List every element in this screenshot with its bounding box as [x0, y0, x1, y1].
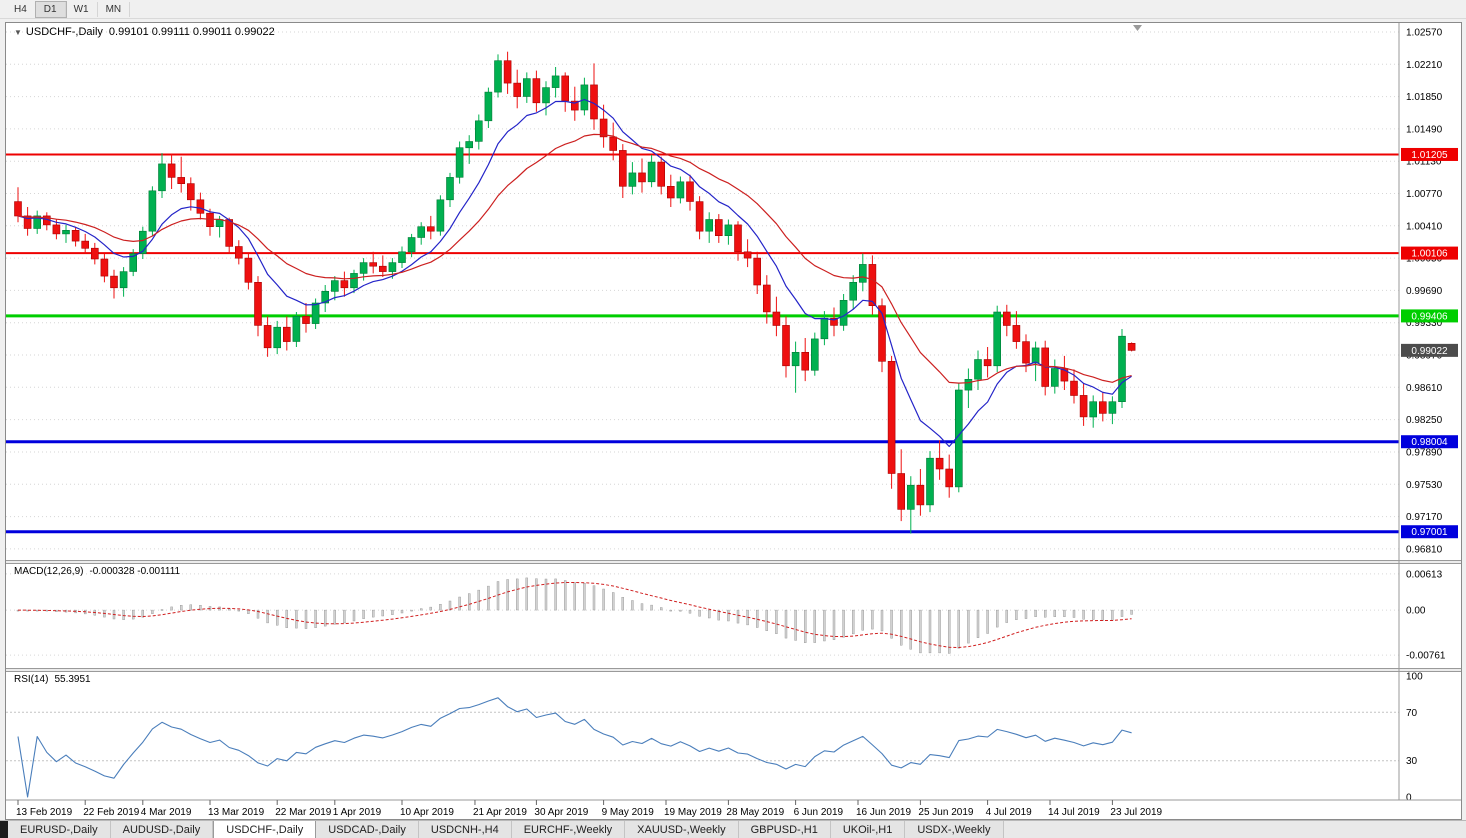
svg-text:19 May 2019: 19 May 2019 — [664, 807, 722, 818]
svg-text:4 Jul 2019: 4 Jul 2019 — [986, 807, 1033, 818]
moving-averages — [17, 98, 1132, 448]
svg-text:16 Jun 2019: 16 Jun 2019 — [856, 807, 911, 818]
timeframe-button-w1[interactable]: W1 — [66, 1, 98, 17]
svg-text:0.98610: 0.98610 — [1406, 383, 1443, 394]
svg-text:0.96810: 0.96810 — [1406, 544, 1443, 555]
svg-text:30: 30 — [1406, 756, 1418, 767]
symbol-tab-bar: EURUSD-,Daily AUDUSD-,Daily USDCHF-,Daily U… — [0, 820, 1466, 838]
svg-text:22 Mar 2019: 22 Mar 2019 — [275, 807, 332, 818]
svg-text:0.97530: 0.97530 — [1406, 480, 1443, 491]
macd-pane: 0.00613 0.00 -0.00761 — [6, 569, 1446, 662]
symbol-tab-ukoil-h1[interactable]: UKOil-,H1 — [830, 821, 906, 838]
svg-text:0.00: 0.00 — [1406, 606, 1426, 617]
symbol-tab-usdcnh-h4[interactable]: USDCNH-,H4 — [418, 821, 512, 838]
symbol-tab-xauusd-weekly[interactable]: XAUUSD-,Weekly — [625, 821, 739, 838]
svg-text:1 Apr 2019: 1 Apr 2019 — [333, 807, 382, 818]
svg-text:0.99690: 0.99690 — [1406, 286, 1443, 297]
price-badges: 1.01205 1.00106 0.99406 0.98004 0.97001 0.990… — [1401, 147, 1458, 539]
symbol-tab-eurusd-daily[interactable]: EURUSD-,Daily — [8, 821, 111, 838]
symbol-tab-usdchf-daily[interactable]: USDCHF-,Daily — [213, 821, 317, 838]
tabbar-corner — [0, 821, 8, 838]
svg-text:10 Apr 2019: 10 Apr 2019 — [400, 807, 454, 818]
timeframe-button-mn[interactable]: MN — [98, 1, 131, 17]
svg-text:100: 100 — [1406, 672, 1423, 683]
svg-text:14 Jul 2019: 14 Jul 2019 — [1048, 807, 1100, 818]
timeframe-toolbar: H4 D1 W1 MN — [0, 0, 1466, 19]
candles — [14, 51, 1136, 534]
svg-text:1.02570: 1.02570 — [1406, 28, 1443, 39]
svg-text:9 May 2019: 9 May 2019 — [602, 807, 655, 818]
svg-text:70: 70 — [1406, 708, 1418, 719]
timeframe-button-h4[interactable]: H4 — [6, 1, 36, 17]
svg-text:0.97170: 0.97170 — [1406, 512, 1443, 523]
time-axis-labels: 13 Feb 2019 22 Feb 2019 4 Mar 2019 13 Mar 2… — [6, 799, 1461, 818]
time-axis[interactable] — [6, 800, 1399, 819]
svg-text:-0.00761: -0.00761 — [1406, 651, 1446, 662]
svg-text:4 Mar 2019: 4 Mar 2019 — [141, 807, 192, 818]
svg-text:6 Jun 2019: 6 Jun 2019 — [794, 807, 844, 818]
symbol-tab-eurchf-weekly[interactable]: EURCHF-,Weekly — [511, 821, 626, 838]
svg-text:0.97001: 0.97001 — [1411, 527, 1448, 538]
timeframe-button-d1[interactable]: D1 — [34, 0, 67, 18]
svg-text:0.99022: 0.99022 — [1411, 346, 1448, 357]
symbol-tab-usdx-weekly[interactable]: USDX-,Weekly — [905, 821, 1004, 838]
rsi-pane: 100 70 30 0 — [6, 672, 1423, 804]
svg-text:1.00106: 1.00106 — [1411, 249, 1448, 260]
svg-text:0.99406: 0.99406 — [1411, 311, 1448, 322]
symbol-tab-usdcad-daily[interactable]: USDCAD-,Daily — [316, 821, 419, 838]
svg-text:0: 0 — [1406, 793, 1412, 804]
price-axis[interactable] — [1399, 23, 1461, 800]
svg-text:0.98004: 0.98004 — [1411, 437, 1448, 448]
symbol-tab-audusd-daily[interactable]: AUDUSD-,Daily — [110, 821, 214, 838]
svg-text:25 Jun 2019: 25 Jun 2019 — [918, 807, 973, 818]
svg-text:1.01850: 1.01850 — [1406, 92, 1443, 103]
svg-text:22 Feb 2019: 22 Feb 2019 — [83, 807, 140, 818]
svg-text:13 Mar 2019: 13 Mar 2019 — [208, 807, 265, 818]
svg-text:21 Apr 2019: 21 Apr 2019 — [473, 807, 527, 818]
svg-text:1.01130: 1.01130 — [1406, 157, 1442, 168]
symbol-tab-gbpusd-h1[interactable]: GBPUSD-,H1 — [738, 821, 831, 838]
svg-text:28 May 2019: 28 May 2019 — [726, 807, 784, 818]
chart-canvas[interactable]: 1.02570 1.02210 1.01850 1.01490 1.01130 1.007… — [6, 23, 1461, 819]
chart-window: 1.02570 1.02210 1.01850 1.01490 1.01130 1.007… — [5, 22, 1462, 820]
price-grid: 1.02570 1.02210 1.01850 1.01490 1.01130 1.007… — [6, 28, 1443, 555]
svg-text:1.00770: 1.00770 — [1406, 189, 1443, 200]
svg-text:1.01205: 1.01205 — [1411, 150, 1448, 161]
svg-text:0.97890: 0.97890 — [1406, 448, 1443, 459]
svg-text:0.00613: 0.00613 — [1406, 569, 1443, 580]
svg-text:0.99330: 0.99330 — [1406, 318, 1443, 329]
svg-text:13 Feb 2019: 13 Feb 2019 — [16, 807, 73, 818]
svg-text:30 Apr 2019: 30 Apr 2019 — [534, 807, 588, 818]
svg-text:1.02210: 1.02210 — [1406, 60, 1443, 71]
chart-shift-marker-icon — [1133, 25, 1142, 31]
svg-text:1.00410: 1.00410 — [1406, 221, 1443, 232]
svg-text:1.01490: 1.01490 — [1406, 124, 1443, 135]
svg-text:23 Jul 2019: 23 Jul 2019 — [1110, 807, 1162, 818]
svg-text:0.98250: 0.98250 — [1406, 415, 1443, 426]
horizontal-lines — [6, 153, 1399, 534]
